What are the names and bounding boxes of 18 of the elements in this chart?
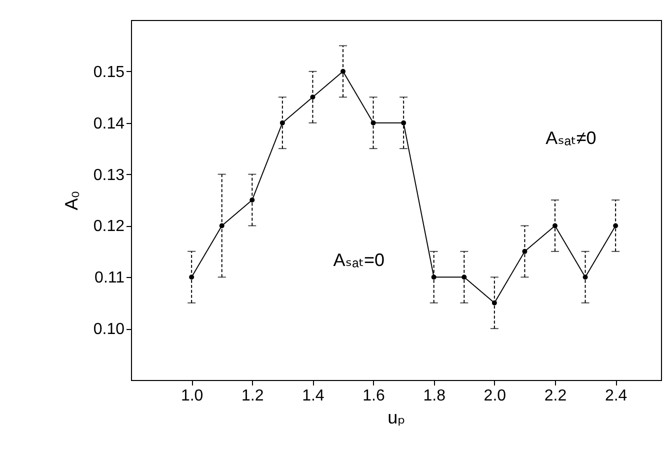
annotation: Aₛₐₜ=0	[333, 250, 385, 270]
annotation: Aₛₐₜ≠0	[546, 128, 596, 148]
x-tick-label: 2.0	[484, 388, 506, 404]
x-tick-label: 1.2	[242, 388, 264, 404]
y-tick-label: 0.11	[94, 270, 125, 287]
y-tick-label: 0.14	[93, 115, 125, 132]
x-tick-label: 1.6	[362, 388, 386, 404]
x-tick-label: 1.8	[423, 388, 446, 404]
y-tick-label: 0.10	[93, 321, 125, 338]
x-tick-label: 1.0	[180, 388, 204, 404]
x-tick-label: 1.4	[302, 388, 324, 404]
y-axis-title: A₀	[61, 190, 82, 210]
x-axis-title: uₚ	[388, 408, 406, 428]
y-tick-label: 0.12	[93, 218, 125, 236]
x-tick-label: 2.4	[604, 388, 628, 404]
y-tick-label: 0.15	[93, 64, 125, 81]
y-tick-label: 0.13	[93, 166, 125, 184]
x-tick-label: 2.2	[544, 388, 567, 404]
